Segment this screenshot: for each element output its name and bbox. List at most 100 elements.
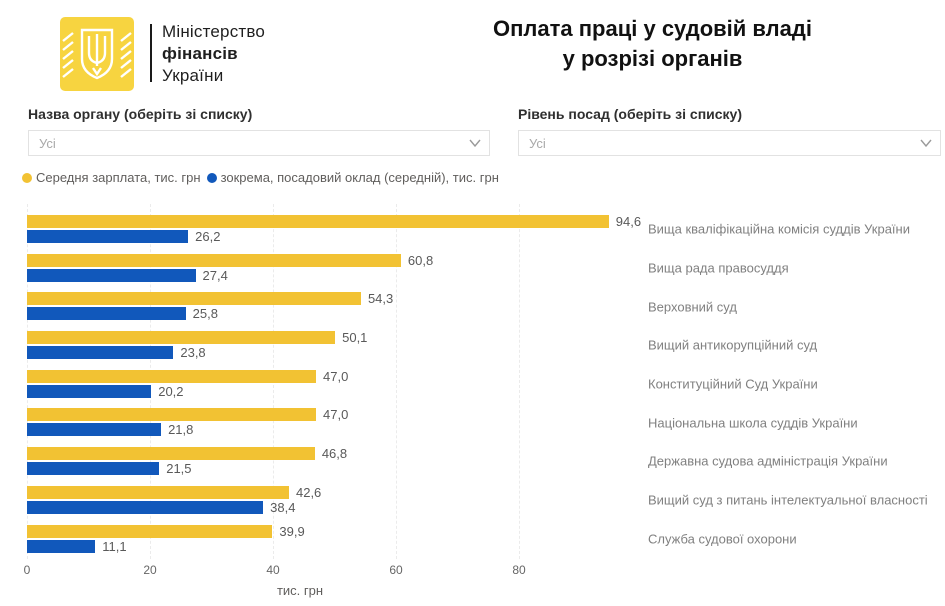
- bar-value-label: 21,5: [166, 461, 192, 477]
- filter-label-position-level: Рівень посад (оберіть зі списку): [518, 106, 742, 122]
- base-salary-bar[interactable]: [27, 423, 162, 437]
- page-title: Оплата праці у судовій владі у розрізі о…: [400, 14, 905, 74]
- average-salary-bar[interactable]: [27, 215, 609, 228]
- page-title-line-2: у розрізі органів: [562, 46, 743, 71]
- chart-row: 60,8 27,4 Вища рада правосуддя: [27, 249, 945, 288]
- category-label: Конституційний Суд України: [648, 376, 818, 392]
- x-tick-label: 20: [143, 563, 157, 577]
- bar-line: 38,4: [27, 499, 945, 515]
- ministry-line-2: фінансів: [162, 44, 238, 63]
- bar-line: 42,6: [27, 484, 945, 500]
- bar-line: 46,8: [27, 446, 945, 462]
- bar-line: 27,4: [27, 267, 945, 283]
- base-salary-bar[interactable]: [27, 384, 152, 398]
- bar-line: 60,8: [27, 252, 945, 268]
- x-tick-label: 40: [266, 563, 280, 577]
- base-salary-bar[interactable]: [27, 307, 186, 321]
- base-salary-bar[interactable]: [27, 230, 189, 243]
- base-salary-bar[interactable]: [27, 539, 96, 553]
- average-salary-bar[interactable]: [27, 253, 401, 267]
- bar-line: 21,5: [27, 461, 945, 477]
- bar-line: 54,3: [27, 291, 945, 307]
- ministry-name: Міністерство фінансів України: [162, 21, 265, 87]
- chart-row: 94,6 26,2 Вища кваліфікаційна комісія судд…: [27, 210, 945, 249]
- bar-value-label: 54,3: [367, 291, 394, 307]
- average-salary-bar[interactable]: [27, 524, 273, 538]
- chart-rows: 94,6 26,2 Вища кваліфікаційна комісія судд…: [27, 210, 945, 558]
- legend-dot-blue: [206, 172, 217, 183]
- bar-value-label: 27,4: [202, 267, 228, 283]
- position-level-dropdown[interactable]: Усі: [518, 130, 941, 156]
- x-axis-title: тис. грн: [276, 583, 324, 598]
- chart-row: 47,0 21,8 Національна школа суддів України: [27, 403, 945, 442]
- average-salary-bar[interactable]: [27, 369, 317, 383]
- base-salary-bar[interactable]: [27, 268, 196, 282]
- x-tick-label: 80: [512, 563, 526, 577]
- average-salary-bar[interactable]: [27, 331, 336, 345]
- base-salary-bar[interactable]: [27, 346, 174, 360]
- chart-row: 42,6 38,4 Вищий суд з питань інтелектуальн…: [27, 481, 945, 520]
- average-salary-bar[interactable]: [27, 447, 315, 461]
- bar-value-label: 46,8: [321, 446, 348, 462]
- category-label: Національна школа суддів України: [648, 415, 858, 431]
- bar-value-label: 42,6: [295, 484, 322, 500]
- page-title-line-1: Оплата праці у судовій владі: [493, 16, 812, 41]
- bar-value-label: 60,8: [407, 252, 434, 268]
- base-salary-bar[interactable]: [27, 462, 160, 476]
- average-salary-bar[interactable]: [27, 485, 289, 499]
- chart-legend: Середня зарплата, тис. грн зокрема, поса…: [22, 170, 499, 185]
- legend-item-average-salary[interactable]: Середня зарплата, тис. грн: [22, 170, 201, 185]
- bar-line: 94,6: [27, 214, 945, 229]
- trident-logo-icon: [60, 17, 134, 91]
- bar-value-label: 21,8: [168, 422, 194, 438]
- legend-label: зокрема, посадовий оклад (середній), тис…: [220, 170, 499, 185]
- ministry-line-3: України: [162, 66, 224, 85]
- chevron-down-icon[interactable]: [920, 139, 932, 147]
- bar-value-label: 47,0: [323, 368, 349, 384]
- legend-dot-yellow: [22, 172, 32, 183]
- base-salary-bar[interactable]: [27, 500, 264, 514]
- category-label: Вища кваліфікаційна комісія суддів Украї…: [648, 221, 910, 237]
- bar-line: 23,8: [27, 345, 945, 361]
- category-label: Державна судова адміністрація України: [648, 453, 888, 469]
- bar-value-label: 26,2: [195, 229, 221, 244]
- bar-line: 20,2: [27, 384, 945, 399]
- legend-item-base-salary[interactable]: зокрема, посадовий оклад (середній), тис…: [206, 170, 499, 185]
- bar-value-label: 47,0: [323, 407, 349, 423]
- category-label: Служба судової охорони: [648, 531, 797, 547]
- bar-line: 39,9: [27, 523, 945, 539]
- legend-label: Середня зарплата, тис. грн: [36, 170, 201, 185]
- bar-line: 26,2: [27, 229, 945, 244]
- x-tick-label: 0: [23, 563, 31, 577]
- category-label: Верховний суд: [648, 299, 737, 315]
- bar-line: 11,1: [27, 538, 945, 554]
- organ-dropdown-value: Усі: [39, 135, 56, 151]
- bar-value-label: 38,4: [270, 499, 296, 515]
- bar-line: 21,8: [27, 422, 945, 438]
- logo-divider: [150, 24, 152, 82]
- organ-dropdown[interactable]: Усі: [28, 130, 490, 156]
- bar-value-label: 11,1: [102, 538, 127, 554]
- average-salary-bar[interactable]: [27, 408, 317, 422]
- chart-row: 50,1 23,8 Вищий антикорупційний суд: [27, 326, 945, 365]
- average-salary-bar[interactable]: [27, 292, 361, 306]
- gridline: [519, 204, 520, 559]
- bar-value-label: 39,9: [279, 523, 305, 539]
- ministry-line-1: Міністерство: [162, 22, 266, 41]
- bar-value-label: 23,8: [180, 345, 206, 361]
- minfin-logo: [60, 17, 134, 91]
- bar-value-label: 25,8: [192, 306, 218, 322]
- category-label: Вища рада правосуддя: [648, 260, 789, 276]
- position-level-dropdown-value: Усі: [529, 135, 546, 151]
- chart-row: 39,9 11,1 Служба судової охорони: [27, 520, 945, 559]
- chart-row: 47,0 20,2 Конституційний Суд України: [27, 365, 945, 404]
- chart-row: 46,8 21,5 Державна судова адміністрація Ук…: [27, 442, 945, 481]
- category-label: Вищий суд з питань інтелектуальної власн…: [648, 492, 928, 508]
- chevron-down-icon[interactable]: [469, 139, 481, 147]
- gridline: [396, 204, 397, 559]
- bar-line: 25,8: [27, 306, 945, 322]
- chart-row: 54,3 25,8 Верховний суд: [27, 287, 945, 326]
- bar-line: 47,0: [27, 368, 945, 384]
